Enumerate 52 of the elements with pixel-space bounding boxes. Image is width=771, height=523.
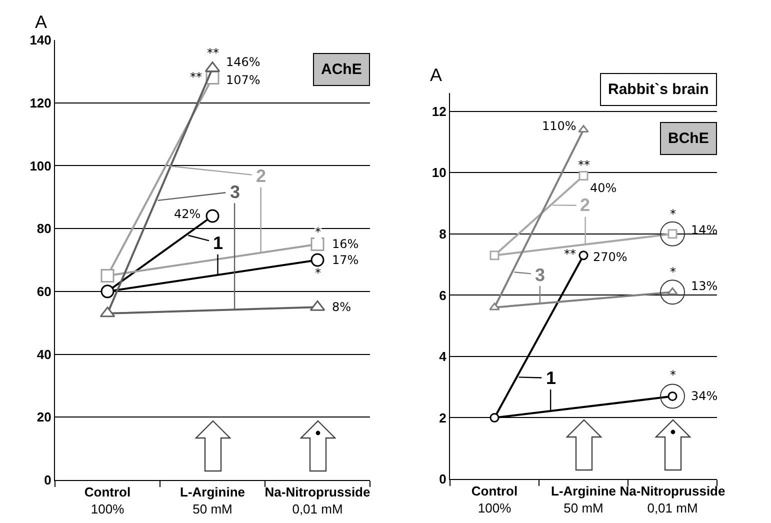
y-tick-label: 140 (30, 32, 52, 48)
x-tick-label: Control 100% (84, 484, 131, 516)
annotation: 17% (332, 253, 359, 267)
annotation: 40% (590, 181, 617, 195)
annotation: * (315, 225, 321, 239)
annotation: ** (564, 247, 576, 261)
annotation: * (670, 207, 676, 221)
y-tick-label: 12 (432, 104, 446, 119)
y-tick-label: 40 (36, 346, 52, 362)
annotation: 13% (691, 279, 718, 293)
y-axis-title: A (35, 12, 48, 32)
annotation: AChE (321, 61, 362, 78)
legend-label: 2 (580, 195, 590, 215)
annotation: BChE (668, 130, 709, 147)
annotation: 146% (226, 55, 260, 69)
annotation: 34% (691, 389, 718, 403)
x-tick-label: L-Arginine 50 mM (180, 484, 245, 516)
legend-label: 1 (546, 368, 556, 388)
annotation: 107% (226, 73, 260, 87)
y-tick-label: 60 (36, 284, 52, 299)
annotation: 110% (542, 119, 576, 133)
annotation: 42% (174, 207, 201, 221)
x-tick-label: Na-Nitroprusside 0,01 mM (264, 484, 370, 516)
annotation: 8% (332, 300, 352, 314)
x-tick-label: Na-Nitroprusside 0,01 mM (620, 484, 726, 516)
annotation: * (670, 368, 676, 382)
y-tick-label: 8 (439, 226, 446, 242)
x-tick-label: Control 100% (471, 484, 518, 516)
y-tick-label: 6 (439, 288, 446, 303)
annotation: 270% (593, 250, 628, 264)
chart-title: Rabbit`s brain (608, 81, 709, 98)
y-axis-title: A (430, 65, 442, 85)
annotation: 16% (332, 237, 359, 251)
annotation: * (670, 265, 676, 279)
annotation: ** (207, 46, 219, 60)
legend-label: 3 (230, 182, 240, 202)
y-tick-label: 20 (36, 410, 52, 425)
y-tick-label: 0 (439, 472, 446, 487)
annotation: ** (190, 70, 202, 84)
y-tick-label: 80 (36, 221, 52, 236)
y-tick-label: 4 (439, 349, 448, 364)
text: 2 (256, 166, 266, 186)
x-tick-label: L-Arginine 50 mM (551, 484, 616, 516)
y-tick-label: 2 (439, 410, 446, 426)
y-tick-label: 120 (30, 95, 52, 110)
y-tick-label: 0 (44, 472, 52, 488)
annotation: ** (578, 158, 590, 172)
y-tick-label: 10 (432, 165, 446, 180)
y-tick-label: 100 (30, 158, 52, 174)
legend-label: 1 (213, 233, 224, 253)
legend-label: 3 (535, 265, 546, 285)
annotation: * (315, 266, 321, 280)
